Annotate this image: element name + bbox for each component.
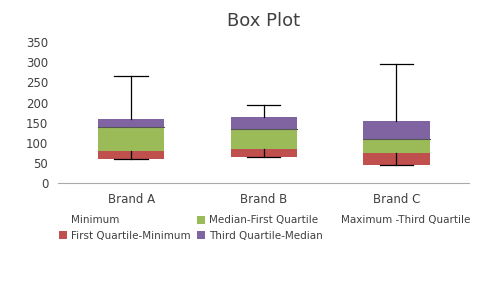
Bar xyxy=(363,153,430,165)
Bar xyxy=(230,118,297,129)
Bar xyxy=(230,129,297,149)
Legend: Minimum, First Quartile-Minimum, Median-First Quartile, Third Quartile-Median, M: Minimum, First Quartile-Minimum, Median-… xyxy=(59,215,470,241)
Bar xyxy=(230,149,297,157)
Bar xyxy=(363,165,430,183)
Title: Box Plot: Box Plot xyxy=(227,12,301,30)
Bar xyxy=(363,139,430,153)
Bar xyxy=(98,119,164,127)
Bar xyxy=(98,151,164,159)
Bar xyxy=(230,157,297,183)
Bar xyxy=(98,159,164,183)
Bar xyxy=(363,121,430,139)
Bar xyxy=(98,127,164,151)
